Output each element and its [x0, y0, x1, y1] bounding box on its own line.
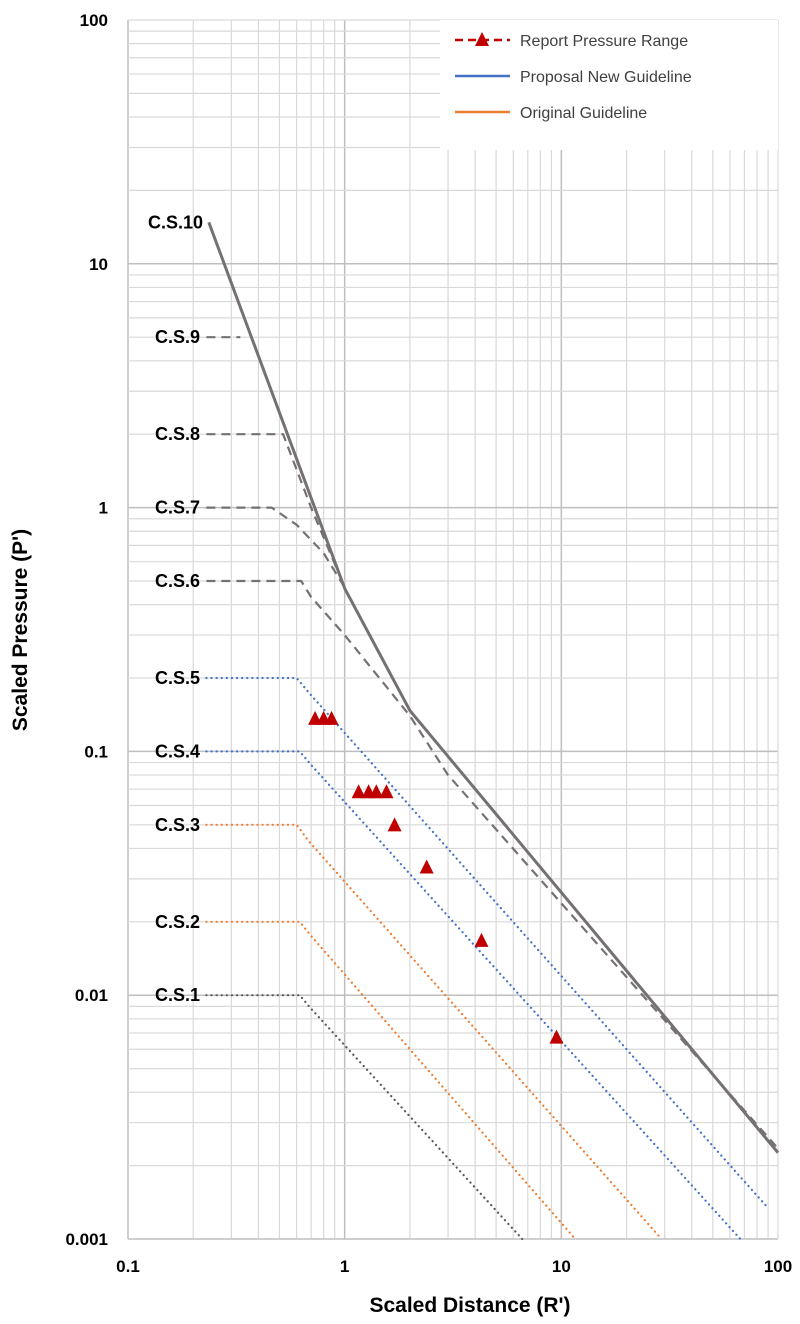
curve-cs6 — [206, 579, 779, 1150]
legend-label: Report Pressure Range — [520, 33, 688, 50]
legend-label: Proposal New Guideline — [520, 69, 692, 86]
legend-label: Original Guideline — [520, 105, 647, 122]
report-pressure-point — [387, 817, 402, 832]
report-pressure-point — [369, 784, 384, 799]
legend-item: Proposal New Guideline — [455, 69, 692, 86]
x-tick-label: 1 — [340, 1257, 349, 1276]
curve-cs10 — [207, 221, 780, 1154]
curve-label: C.S.4 — [155, 741, 200, 761]
curve-cs7 — [206, 506, 346, 589]
curve-label: C.S.2 — [155, 912, 200, 932]
report-pressure-point — [324, 710, 339, 725]
curve-cs4 — [205, 750, 742, 1241]
x-tick-label: 100 — [764, 1257, 792, 1276]
legend-item: Original Guideline — [455, 105, 647, 122]
legend-box — [440, 20, 778, 150]
y-axis-label: Scaled Pressure (P') — [9, 529, 32, 731]
legend: Report Pressure Range Proposal New Guidel… — [440, 20, 778, 150]
y-tick-label: 1 — [99, 499, 108, 518]
x-tick-label: 0.1 — [116, 1257, 140, 1276]
y-tick-label: 10 — [89, 255, 108, 274]
curve-cs2 — [205, 920, 577, 1241]
curve-label: C.S.9 — [155, 327, 200, 347]
report-pressure-point — [351, 784, 366, 799]
report-pressure-point — [549, 1029, 564, 1044]
curve-label: C.S.1 — [155, 985, 200, 1005]
y-tick-labels: 0.001 0.01 0.1 1 10 100 — [65, 11, 108, 1249]
report-points — [308, 710, 564, 1044]
legend-triangle-icon — [475, 32, 489, 46]
curve-label: C.S.3 — [155, 815, 200, 835]
curve-cs3 — [205, 823, 663, 1241]
curve-labels: C.S.10 C.S.9 C.S.8 C.S.7 C.S.6 C.S.5 C.S.4 C.S.… — [148, 212, 203, 1005]
y-tick-label: 0.1 — [84, 742, 108, 761]
report-pressure-point — [474, 932, 489, 947]
report-pressure-point — [419, 859, 434, 874]
y-tick-label: 0.01 — [75, 986, 108, 1005]
curve-cs1 — [205, 994, 524, 1241]
curves — [205, 221, 780, 1241]
x-axis-label: Scaled Distance (R') — [369, 1294, 570, 1317]
curve-cs5 — [205, 676, 768, 1207]
x-tick-labels: 0.1 1 10 100 — [116, 1257, 792, 1276]
y-tick-label: 0.001 — [65, 1230, 108, 1249]
x-tick-label: 10 — [552, 1257, 571, 1276]
report-pressure-point — [379, 784, 394, 799]
curve-label: C.S.8 — [155, 424, 200, 444]
curve-cs8 — [206, 433, 346, 588]
legend-item: Report Pressure Range — [455, 32, 688, 50]
curve-label: C.S.6 — [155, 571, 200, 591]
grid — [127, 19, 779, 1240]
y-tick-label: 100 — [80, 11, 108, 30]
curve-label: C.S.10 — [148, 212, 203, 232]
curve-label: C.S.7 — [155, 498, 200, 518]
curve-label: C.S.5 — [155, 668, 200, 688]
